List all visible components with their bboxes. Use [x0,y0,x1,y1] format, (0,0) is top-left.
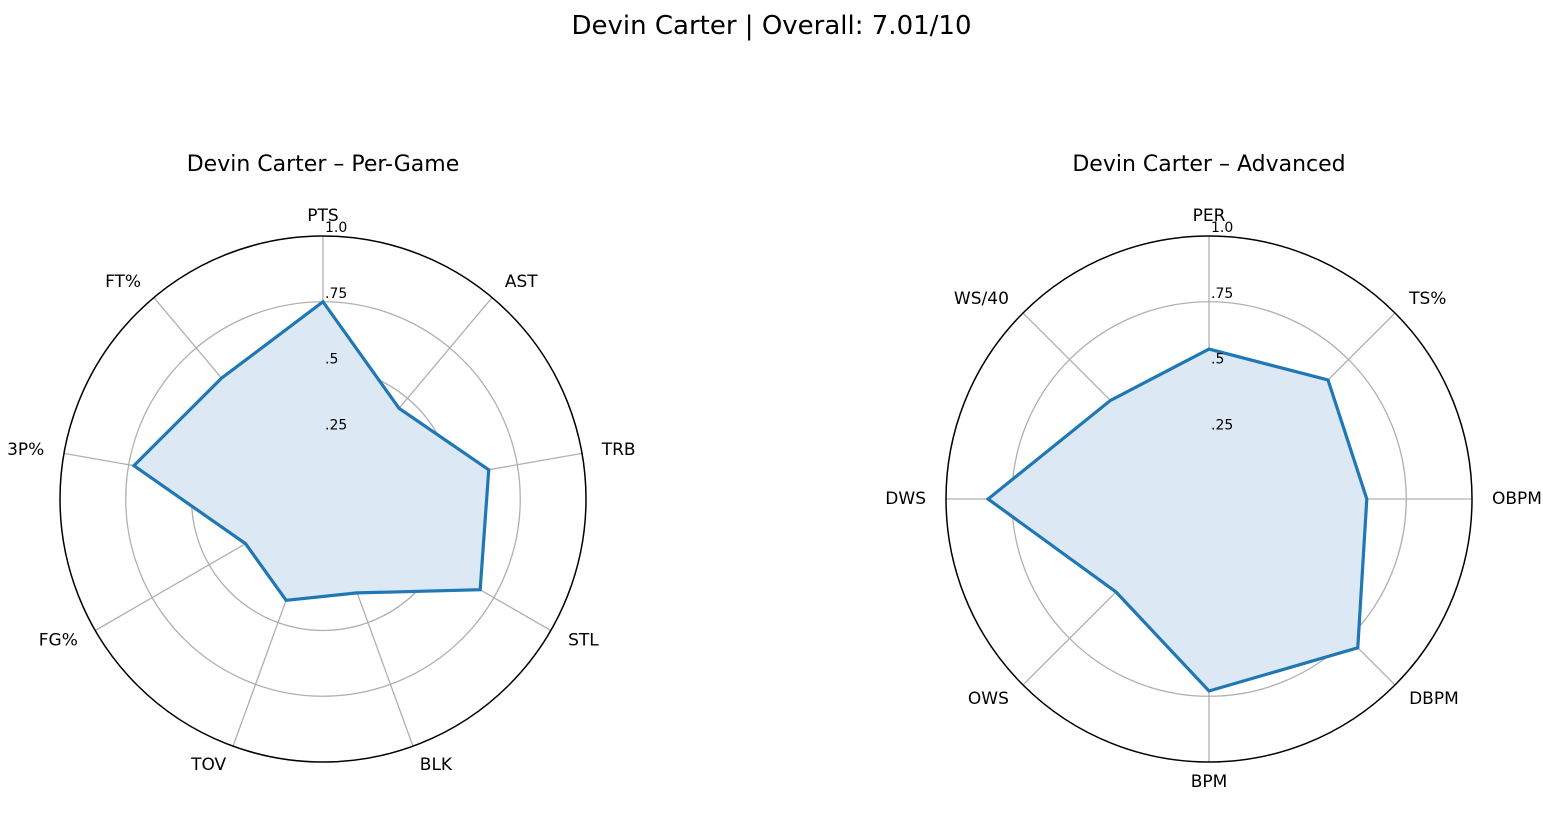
series-area [988,349,1367,691]
figure-suptitle: Devin Carter | Overall: 7.01/10 [571,11,972,41]
polar-frame [59,235,587,763]
radial-tick-label: .5 [325,352,338,368]
axis-label-per: PER [1193,206,1226,226]
axis-label-ts-pct: TS% [1408,289,1446,309]
axis-label-ws-per-40: WS/40 [954,289,1009,309]
axis-label-ows: OWS [968,689,1009,709]
axis-label-pts: PTS [307,206,338,226]
axis-label-bpm: BPM [1191,772,1228,792]
series-line [985,347,1369,693]
radial-tick-label: .25 [1211,417,1233,433]
radial-tick-label: .75 [325,286,347,302]
axis-label-ft-pct: FT% [105,272,141,292]
axis-label-dws: DWS [885,489,926,509]
radial-tick-label: .5 [1211,352,1224,368]
radial-tick-label: .25 [325,417,347,433]
series-line [131,299,491,603]
axis-label-fg-pct: FG% [39,631,78,651]
radial-tick-label: 1.0 [325,220,347,236]
axis-label-obpm: OBPM [1492,489,1542,509]
axis-label-ast: AST [505,272,538,292]
polar-frame [945,235,1473,763]
chart-title: Devin Carter – Per-Game [187,152,460,177]
radial-tick-label: 1.0 [1211,220,1233,236]
radial-tick-label: .75 [1211,286,1233,302]
axis-label-3p-pct: 3P% [7,440,44,460]
axis-label-trb: TRB [601,440,636,460]
axis-label-dbpm: DBPM [1409,689,1459,709]
axis-label-blk: BLK [420,755,453,775]
axis-label-stl: STL [568,631,599,651]
axis-label-tov: TOV [190,755,226,775]
series-area [133,301,489,601]
chart-title: Devin Carter – Advanced [1072,152,1345,177]
